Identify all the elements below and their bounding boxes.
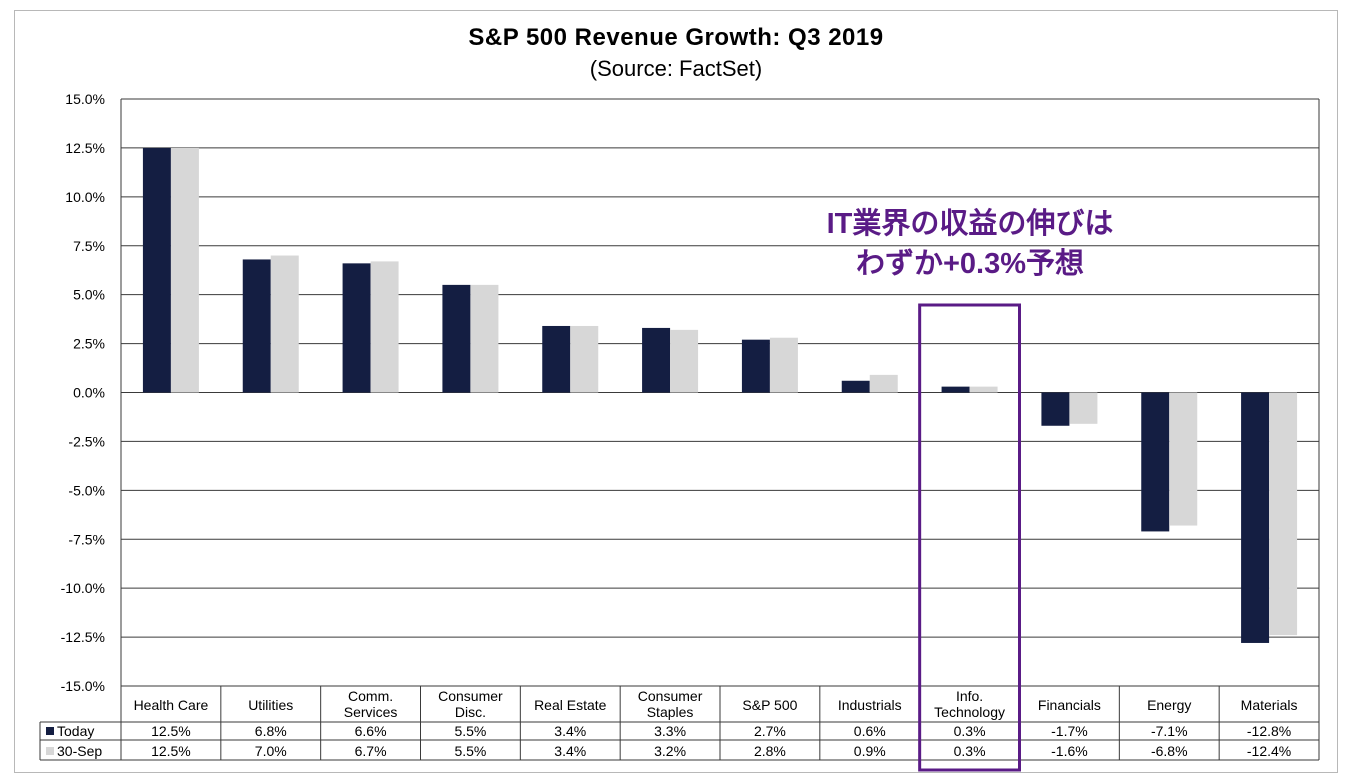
category-label: Financials	[1038, 697, 1101, 713]
legend-swatch-today	[46, 727, 54, 735]
bar-30-sep	[1269, 392, 1298, 636]
bar-today	[841, 380, 870, 393]
table-value: 12.5%	[151, 743, 191, 759]
bar-30-sep	[1069, 392, 1098, 424]
bar-30-sep	[670, 329, 699, 393]
bar-today	[542, 325, 571, 393]
bar-today	[342, 263, 371, 393]
table-value: -1.7%	[1051, 723, 1088, 739]
table-value: 2.7%	[754, 723, 786, 739]
category-label: S&P 500	[742, 697, 797, 713]
legend-label: 30-Sep	[57, 743, 102, 759]
table-value: 0.9%	[854, 743, 886, 759]
category-label: Disc.	[455, 704, 486, 720]
y-tick-label: 0.0%	[73, 385, 105, 401]
table-value: 6.7%	[355, 743, 387, 759]
bar-today	[642, 327, 671, 393]
category-label: Energy	[1147, 697, 1191, 713]
bar-today	[1141, 392, 1170, 532]
table-value: 3.4%	[554, 723, 586, 739]
bar-30-sep	[470, 284, 499, 393]
table-value: 0.3%	[954, 743, 986, 759]
annotation-callout: IT業界の収益の伸びは わずか+0.3%予想	[760, 204, 1180, 284]
bar-today	[1041, 392, 1070, 426]
y-tick-label: 10.0%	[65, 189, 105, 205]
bar-today	[142, 147, 171, 393]
category-label: Health Care	[134, 697, 209, 713]
bar-30-sep	[969, 386, 998, 393]
table-value: 7.0%	[255, 743, 287, 759]
legend-label: Today	[57, 723, 94, 739]
annotation-line-1: IT業界の収益の伸びは	[826, 208, 1114, 240]
bar-30-sep	[869, 374, 898, 393]
table-value: 3.4%	[554, 743, 586, 759]
bar-30-sep	[769, 337, 798, 393]
category-label: Technology	[934, 704, 1005, 720]
category-label: Materials	[1241, 697, 1298, 713]
y-tick-label: -5.0%	[68, 482, 105, 498]
table-value: 3.2%	[654, 743, 686, 759]
category-label: Industrials	[838, 697, 902, 713]
table-value: -6.8%	[1151, 743, 1188, 759]
y-tick-label: -7.5%	[68, 531, 105, 547]
category-label: Utilities	[248, 697, 293, 713]
table-value: 12.5%	[151, 723, 191, 739]
bar-today	[941, 386, 970, 393]
category-label: Services	[344, 704, 398, 720]
table-value: 6.6%	[355, 723, 387, 739]
table-value: 0.6%	[854, 723, 886, 739]
legend-swatch-30-sep	[46, 747, 54, 755]
y-tick-label: -15.0%	[61, 678, 105, 694]
table-value: 2.8%	[754, 743, 786, 759]
category-label: Real Estate	[534, 697, 607, 713]
category-label: Info.	[956, 688, 983, 704]
y-tick-label: -10.0%	[61, 580, 105, 596]
table-value: -12.8%	[1247, 723, 1291, 739]
y-tick-label: -2.5%	[68, 433, 105, 449]
chart-title: S&P 500 Revenue Growth: Q3 2019	[468, 24, 884, 51]
bar-30-sep	[1169, 392, 1198, 526]
bar-30-sep	[370, 261, 399, 393]
y-tick-label: 5.0%	[73, 287, 105, 303]
bar-today	[1241, 392, 1270, 643]
bar-today	[442, 284, 471, 393]
y-tick-label: 7.5%	[73, 238, 105, 254]
table-value: 5.5%	[454, 743, 486, 759]
category-label: Staples	[647, 704, 694, 720]
chart-frame	[14, 10, 1338, 773]
bar-today	[242, 259, 271, 393]
bar-30-sep	[570, 325, 599, 393]
bar-today	[741, 339, 770, 393]
table-value: 0.3%	[954, 723, 986, 739]
bar-30-sep	[170, 147, 199, 393]
bar-30-sep	[270, 255, 299, 393]
y-tick-label: 12.5%	[65, 140, 105, 156]
annotation-line-2: わずか+0.3%予想	[855, 248, 1085, 280]
y-tick-label: 15.0%	[65, 91, 105, 107]
category-label: Consumer	[638, 688, 703, 704]
table-value: -12.4%	[1247, 743, 1291, 759]
table-value: 5.5%	[454, 723, 486, 739]
y-tick-label: 2.5%	[73, 336, 105, 352]
category-label: Consumer	[438, 688, 503, 704]
table-value: -7.1%	[1151, 723, 1188, 739]
category-label: Comm.	[348, 688, 393, 704]
y-tick-label: -12.5%	[61, 629, 105, 645]
chart-subtitle: (Source: FactSet)	[589, 56, 763, 81]
highlight-box	[918, 303, 1022, 772]
table-value: 6.8%	[255, 723, 287, 739]
table-value: -1.6%	[1051, 743, 1088, 759]
table-value: 3.3%	[654, 723, 686, 739]
